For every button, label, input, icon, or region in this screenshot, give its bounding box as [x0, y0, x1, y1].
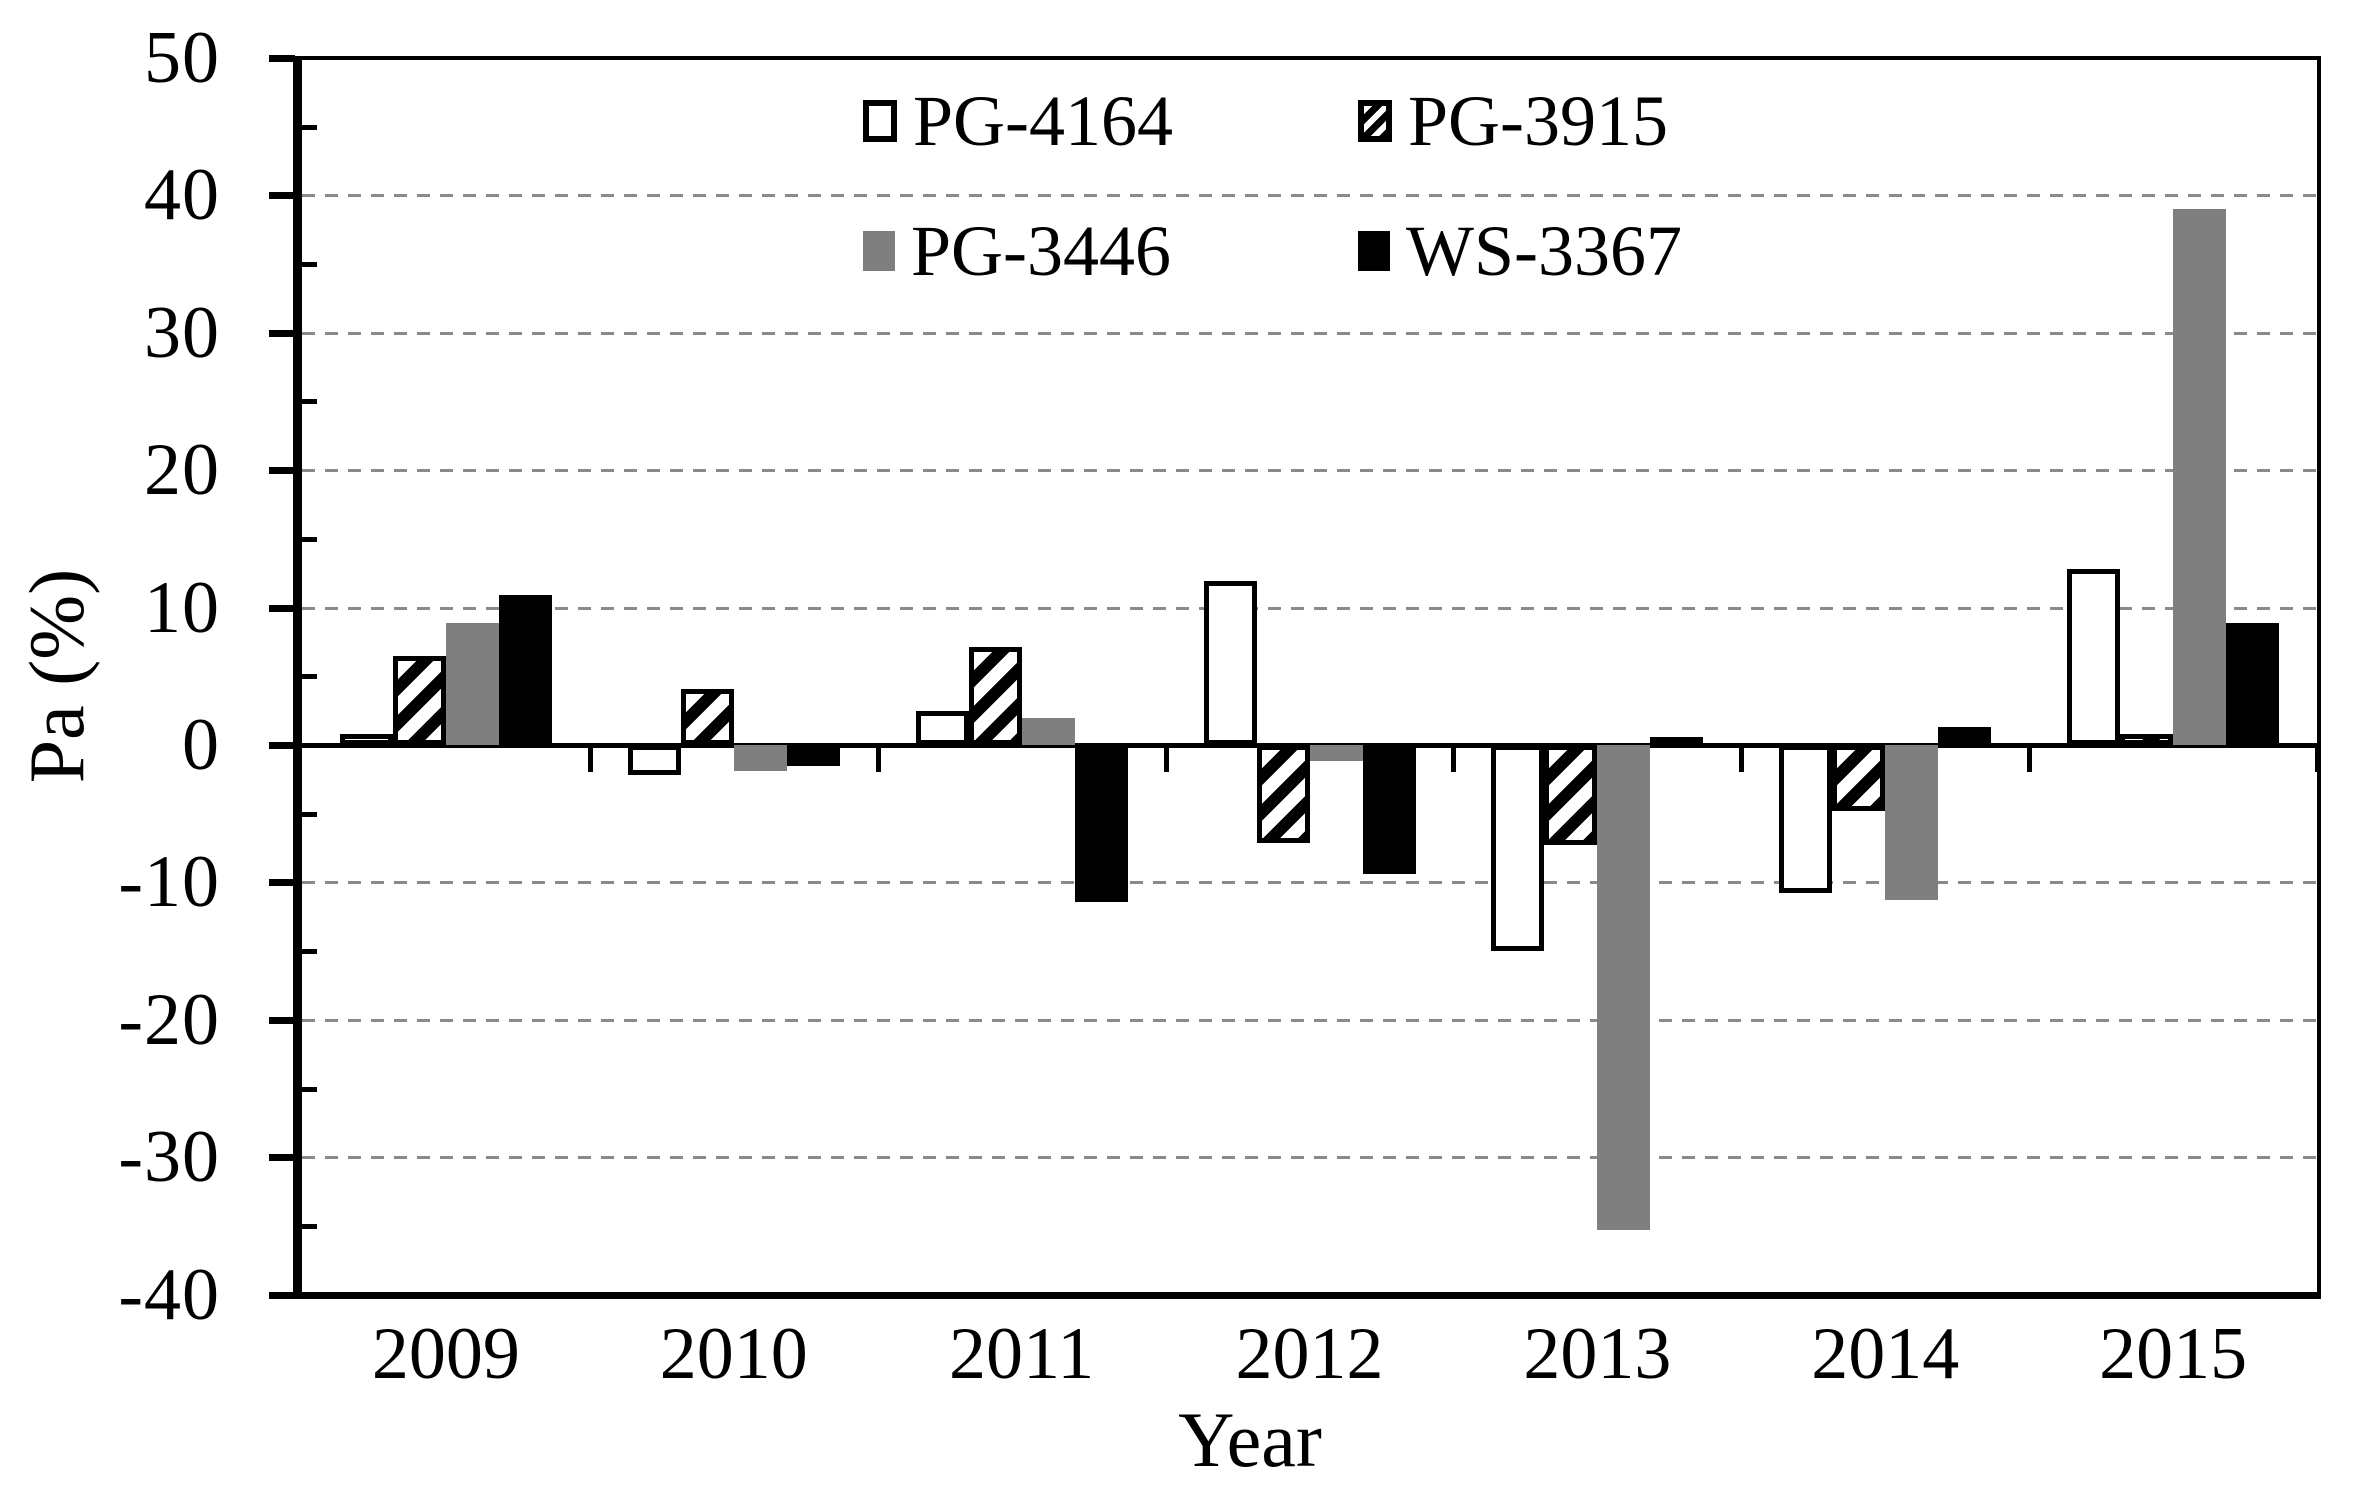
category-tick-7 — [2315, 745, 2320, 772]
bar-PG-4164-2012 — [1203, 581, 1257, 745]
y-tick-label-20: 20 — [144, 429, 220, 512]
y-major-tick--40 — [269, 1291, 295, 1299]
x-tick-label-2013: 2013 — [1523, 1313, 1672, 1395]
bar-PG-4164-2013 — [1491, 745, 1545, 952]
x-tick-label-2009: 2009 — [371, 1313, 520, 1395]
y-tick-label--40: -40 — [118, 1253, 220, 1336]
bar-WS-3367-2010 — [786, 745, 840, 766]
y-major-tick-20 — [269, 467, 295, 475]
legend-item-WS-3367: WS-3367 — [1358, 215, 1682, 287]
y-minor-tick-45 — [302, 124, 317, 130]
bar-PG-4164-2011 — [915, 710, 969, 745]
x-tick-label-2014: 2014 — [1811, 1313, 1960, 1395]
bar-WS-3367-2015 — [2226, 622, 2280, 745]
legend-item-PG-3446: PG-3446 — [863, 215, 1171, 287]
legend-item-PG-3915: PG-3915 — [1358, 85, 1668, 157]
x-tick-label-2015: 2015 — [2099, 1313, 2248, 1395]
y-minor-tick--5 — [302, 811, 317, 817]
x-tick-label-2011: 2011 — [949, 1313, 1095, 1395]
gridline-30 — [302, 331, 2317, 335]
y-minor-tick-35 — [302, 261, 317, 267]
y-major-tick--20 — [269, 1016, 295, 1024]
category-tick-4 — [1451, 745, 1457, 772]
bar-PG-3915-2013 — [1544, 745, 1598, 846]
bar-WS-3367-2011 — [1074, 745, 1128, 902]
y-major-tick-40 — [269, 192, 295, 200]
y-minor-tick-25 — [302, 399, 317, 405]
y-tick-label-40: 40 — [144, 154, 220, 237]
legend-swatch-PG-3915-icon — [1358, 100, 1392, 142]
plot-right-border — [2317, 56, 2321, 1299]
x-axis-line — [293, 1292, 2321, 1299]
bar-WS-3367-2009 — [498, 595, 552, 745]
y-major-tick-0 — [269, 742, 295, 749]
bar-PG-4164-2014 — [1779, 745, 1833, 894]
y-axis-title: Pa (%) — [13, 568, 100, 784]
category-tick-1 — [587, 745, 593, 772]
gridline-20 — [302, 469, 2317, 473]
y-major-tick--30 — [269, 1154, 295, 1162]
legend-label-WS-3367: WS-3367 — [1406, 211, 1682, 291]
y-minor-tick-15 — [302, 536, 317, 542]
y-tick-label-50: 50 — [144, 16, 220, 99]
bar-PG-3915-2012 — [1256, 745, 1310, 843]
legend-swatch-PG-4164-icon — [863, 100, 897, 142]
y-major-tick-10 — [269, 604, 295, 612]
y-minor-tick--25 — [302, 1086, 317, 1092]
bar-PG-3446-2009 — [445, 622, 499, 745]
bar-WS-3367-2012 — [1362, 745, 1416, 875]
bar-PG-3915-2009 — [392, 655, 446, 745]
y-minor-tick--35 — [302, 1224, 317, 1230]
bar-PG-3915-2014 — [1832, 745, 1886, 811]
legend-label-PG-3446: PG-3446 — [911, 211, 1172, 291]
gridline--30 — [302, 1156, 2317, 1160]
x-tick-label-2010: 2010 — [659, 1313, 808, 1395]
y-major-tick--10 — [269, 879, 295, 887]
legend-label-PG-4164: PG-4164 — [913, 81, 1174, 161]
bar-PG-3446-2010 — [733, 745, 787, 772]
bar-PG-4164-2015 — [2067, 569, 2121, 745]
bar-PG-3446-2013 — [1597, 745, 1651, 1231]
gridline-40 — [302, 194, 2317, 198]
x-tick-label-2012: 2012 — [1235, 1313, 1384, 1395]
category-tick-6 — [2027, 745, 2033, 772]
y-tick-label-0: 0 — [182, 704, 220, 786]
plot-top-border — [293, 56, 2321, 60]
y-major-tick-30 — [269, 329, 295, 337]
x-axis-title: Year — [1178, 1396, 1322, 1483]
bar-PG-4164-2010 — [627, 745, 681, 776]
legend-label-PG-3915: PG-3915 — [1408, 81, 1669, 161]
y-tick-label--20: -20 — [118, 978, 220, 1061]
legend-swatch-PG-3446-icon — [863, 231, 895, 271]
legend-swatch-WS-3367-icon — [1358, 231, 1390, 271]
gridline-10 — [302, 606, 2317, 610]
y-minor-tick-5 — [302, 674, 317, 680]
bar-PG-3446-2015 — [2173, 208, 2227, 745]
bar-PG-3446-2011 — [1021, 717, 1075, 745]
y-tick-label--10: -10 — [118, 841, 220, 924]
y-tick-label-10: 10 — [144, 566, 220, 649]
gridline--10 — [302, 881, 2317, 885]
category-tick-5 — [1739, 745, 1745, 772]
category-tick-2 — [875, 745, 881, 772]
bar-WS-3367-2014 — [1938, 727, 1992, 745]
y-tick-label-30: 30 — [144, 291, 220, 374]
legend-item-PG-4164: PG-4164 — [863, 85, 1173, 157]
y-minor-tick--15 — [302, 949, 317, 955]
bar-PG-4164-2009 — [339, 734, 393, 745]
bar-PG-3446-2012 — [1309, 745, 1363, 762]
bar-PG-3915-2015 — [2120, 734, 2174, 745]
category-tick-3 — [1163, 745, 1169, 772]
gridline--20 — [302, 1018, 2317, 1022]
y-axis-line — [293, 56, 302, 1299]
bar-PG-3446-2014 — [1885, 745, 1939, 901]
y-tick-label--30: -30 — [118, 1116, 220, 1199]
bar-PG-3915-2011 — [968, 647, 1022, 745]
y-major-tick-50 — [269, 54, 295, 62]
bar-PG-3915-2010 — [680, 688, 734, 745]
bar-WS-3367-2013 — [1650, 736, 1704, 745]
